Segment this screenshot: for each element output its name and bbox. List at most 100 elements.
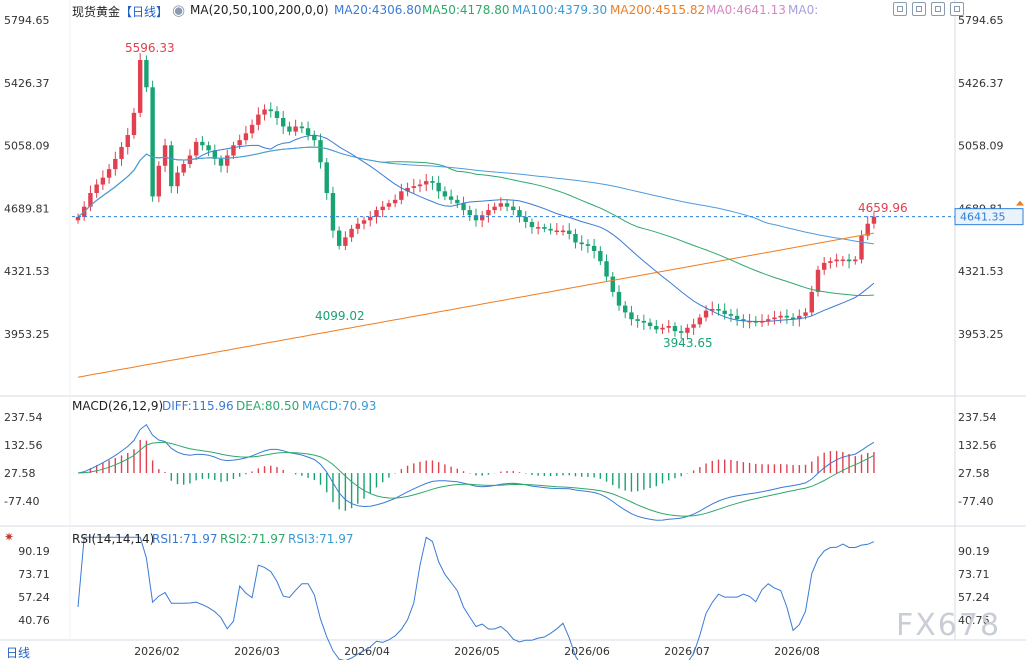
candle bbox=[492, 206, 497, 211]
candle bbox=[678, 331, 684, 333]
candle bbox=[200, 141, 205, 146]
ma200-line bbox=[77, 232, 874, 378]
macd-tick-right: 132.56 bbox=[958, 439, 997, 452]
candle bbox=[616, 291, 622, 306]
candle bbox=[287, 126, 292, 132]
candle bbox=[330, 193, 336, 231]
candle bbox=[573, 233, 578, 243]
candle bbox=[654, 326, 659, 330]
candle bbox=[784, 315, 790, 318]
candle bbox=[604, 261, 609, 277]
fullscreen-icon[interactable] bbox=[912, 2, 926, 16]
close-icon[interactable] bbox=[950, 2, 964, 16]
candle bbox=[666, 326, 671, 328]
candle bbox=[716, 308, 721, 311]
candle bbox=[299, 126, 305, 129]
candle bbox=[797, 315, 802, 320]
candle bbox=[703, 310, 709, 318]
macd-tick-right: 237.54 bbox=[958, 411, 997, 424]
watermark: FX678 bbox=[896, 608, 1002, 643]
eye-icon[interactable]: ◉ bbox=[172, 1, 186, 19]
candle bbox=[859, 235, 864, 260]
rsi-label: RSI(14,14,14) bbox=[72, 532, 155, 546]
candle bbox=[728, 314, 734, 316]
candle bbox=[169, 145, 174, 187]
candle bbox=[635, 319, 640, 321]
rsi-tick-right: 73.71 bbox=[958, 568, 990, 581]
rsi-tick-left: 73.71 bbox=[18, 568, 50, 581]
candles bbox=[75, 53, 877, 340]
macd-tick-left: 237.54 bbox=[4, 411, 43, 424]
candle bbox=[399, 191, 404, 200]
candle bbox=[125, 135, 130, 147]
ma0-value: MA0:4641.13 bbox=[706, 3, 786, 17]
candle bbox=[672, 326, 678, 332]
price-tick-left: 5058.09 bbox=[4, 140, 50, 153]
bottom-period-tab[interactable]: 日线 bbox=[6, 646, 31, 660]
candle bbox=[231, 145, 236, 156]
candle bbox=[380, 206, 385, 211]
period-tag[interactable]: 【日线】 bbox=[120, 5, 169, 19]
candle bbox=[598, 250, 603, 262]
price-tick-left: 5794.65 bbox=[4, 14, 50, 27]
expand-icon[interactable] bbox=[931, 2, 945, 16]
price-tick-right: 3953.25 bbox=[958, 328, 1004, 341]
macd-dea: DEA:80.50 bbox=[236, 399, 300, 413]
macd-histogram bbox=[83, 439, 875, 511]
candle bbox=[243, 133, 249, 141]
candle bbox=[386, 203, 392, 207]
candle bbox=[610, 276, 615, 292]
candle bbox=[206, 145, 211, 151]
zoom-icon[interactable] bbox=[893, 2, 907, 16]
candle bbox=[349, 228, 354, 238]
price-tick-left: 4321.53 bbox=[4, 265, 50, 278]
settings-icon[interactable]: ✷ bbox=[4, 530, 15, 544]
candle bbox=[361, 220, 367, 224]
candle bbox=[262, 109, 267, 115]
ma50-value: MA50:4178.80 bbox=[422, 3, 510, 17]
candle bbox=[318, 140, 323, 163]
current-price-label: 4641.35 bbox=[960, 211, 1006, 224]
x-axis-label: 2026/05 bbox=[454, 645, 500, 658]
candle bbox=[803, 312, 808, 316]
candle bbox=[113, 158, 118, 170]
low2-annotation: 3943.65 bbox=[663, 336, 713, 350]
candle bbox=[175, 172, 180, 187]
rsi-tick-left: 40.76 bbox=[18, 614, 50, 627]
candle bbox=[374, 210, 379, 217]
macd-tick-right: -77.40 bbox=[958, 495, 993, 508]
candle bbox=[741, 319, 746, 321]
candle bbox=[821, 262, 827, 270]
candle bbox=[430, 181, 435, 183]
candle bbox=[647, 322, 653, 327]
macd-diff-line bbox=[77, 423, 875, 521]
candle bbox=[281, 117, 286, 127]
candle bbox=[554, 230, 560, 233]
candle bbox=[853, 259, 858, 262]
x-axis-label: 2026/08 bbox=[774, 645, 820, 658]
candle bbox=[417, 184, 423, 187]
candle bbox=[193, 141, 199, 156]
high-annotation: 5596.33 bbox=[125, 41, 175, 55]
candle bbox=[324, 162, 329, 194]
candle bbox=[660, 327, 665, 330]
ma20-line bbox=[77, 134, 875, 322]
candle bbox=[498, 203, 504, 207]
macd-label: MACD(26,12,9) bbox=[72, 399, 164, 413]
ma0-empty-value: MA0: bbox=[788, 3, 819, 17]
x-axis-label: 2026/07 bbox=[664, 645, 710, 658]
macd-tick-left: 27.58 bbox=[4, 467, 36, 480]
candle bbox=[162, 145, 168, 166]
last-high-annotation: 4659.96 bbox=[858, 201, 908, 215]
candle bbox=[623, 305, 628, 313]
candle bbox=[722, 310, 727, 315]
candle bbox=[355, 223, 361, 229]
candle bbox=[305, 128, 311, 136]
candle bbox=[455, 199, 460, 204]
macd-tick-right: 27.58 bbox=[958, 467, 990, 480]
candle bbox=[834, 259, 839, 262]
candle bbox=[871, 216, 877, 224]
candle bbox=[734, 315, 740, 320]
candle bbox=[579, 242, 584, 245]
